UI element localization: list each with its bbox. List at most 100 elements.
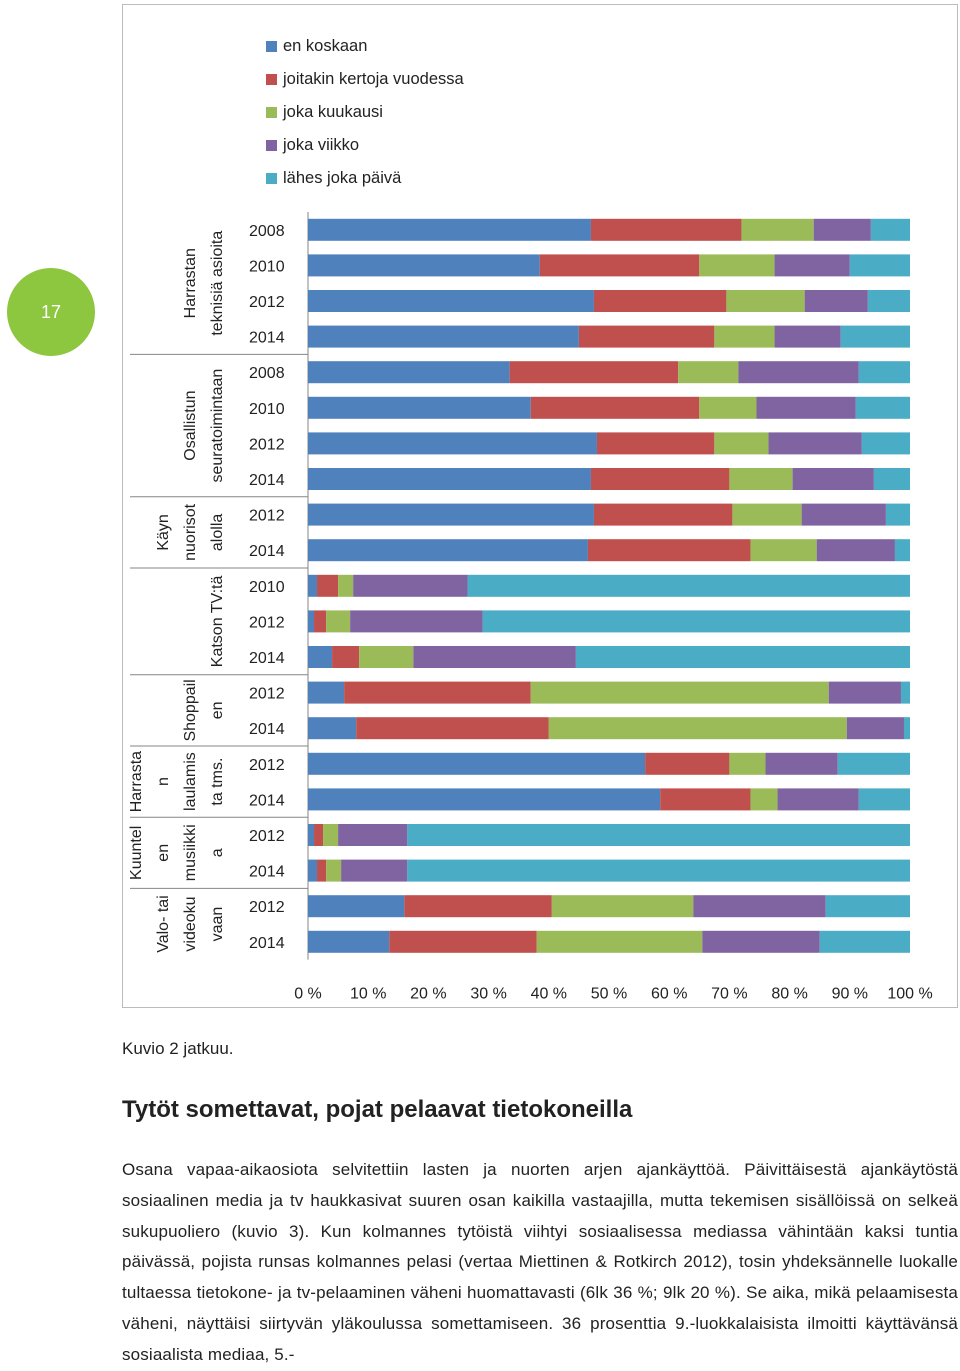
- bar-segment: [813, 218, 871, 241]
- bar-segment: [801, 503, 886, 526]
- bar-segment: [804, 290, 868, 312]
- year-tick-label: 2010: [249, 258, 285, 275]
- bar-segment: [867, 290, 910, 312]
- legend-swatch: [266, 41, 277, 52]
- bar-segment: [828, 681, 901, 704]
- page-number-badge: 17: [7, 268, 95, 356]
- bar-segment: [308, 930, 390, 953]
- bar-segment: [551, 895, 694, 918]
- bar-segment: [825, 895, 910, 918]
- bar-segment: [729, 752, 766, 775]
- body-paragraph: Osana vapaa-aikaosiota selvitettiin last…: [122, 1160, 958, 1364]
- figure-caption: Kuvio 2 jatkuu.: [122, 1039, 234, 1058]
- category-label: Valo- tai: [155, 895, 172, 953]
- bar-segment: [855, 396, 910, 419]
- bar-segment: [774, 325, 841, 348]
- bar-segment: [660, 788, 751, 811]
- bar-segment: [308, 361, 510, 384]
- category-label: Harrastan: [182, 248, 199, 318]
- category-label: musiikki: [182, 824, 199, 881]
- year-tick-label: 2014: [249, 721, 285, 738]
- year-tick-label: 2012: [249, 508, 285, 525]
- bar-segment: [590, 218, 742, 241]
- bar-segment: [699, 254, 775, 277]
- category-label: ta tms.: [209, 758, 226, 806]
- bar-segment: [359, 646, 414, 668]
- legend-label: joitakin kertoja vuodessa: [283, 70, 464, 88]
- bar-segment: [819, 930, 910, 953]
- bar-segment: [873, 468, 910, 490]
- year-tick-label: 2012: [249, 828, 285, 845]
- category-label: en: [155, 844, 172, 862]
- x-tick-label: 60 %: [651, 986, 687, 1003]
- x-tick-label: 0 %: [294, 986, 322, 1003]
- bar-segment: [699, 396, 757, 419]
- bar-segment: [308, 468, 591, 490]
- bar-segment: [732, 503, 802, 526]
- x-tick-label: 80 %: [771, 986, 807, 1003]
- category-label: n: [155, 777, 172, 786]
- bar-segment: [323, 824, 339, 846]
- bar-segment: [750, 539, 817, 562]
- bar-segment: [593, 290, 727, 312]
- bar-segment: [413, 646, 576, 668]
- bar-segment: [314, 610, 327, 633]
- x-tick-label: 20 %: [410, 986, 446, 1003]
- legend-label: lähes joka päivä: [283, 169, 402, 187]
- bar-segment: [593, 503, 733, 526]
- year-tick-label: 2012: [249, 294, 285, 311]
- bar-segment: [530, 396, 700, 419]
- bar-segment: [308, 895, 405, 918]
- bar-segment: [317, 859, 327, 882]
- category-label: Osallistun: [182, 390, 199, 460]
- x-tick-label: 50 %: [591, 986, 627, 1003]
- bar-segment: [900, 681, 910, 704]
- legend-label: joka viikko: [283, 136, 360, 154]
- legend-swatch: [266, 140, 277, 151]
- bar-segment: [693, 895, 826, 918]
- year-tick-label: 2014: [249, 650, 285, 667]
- bar-segment: [714, 432, 769, 455]
- bar-segment: [308, 325, 579, 348]
- bar-segment: [356, 717, 549, 740]
- bar-segment: [308, 396, 531, 419]
- bar-segment: [792, 468, 874, 490]
- bar-segment: [308, 717, 357, 740]
- x-tick-label: 10 %: [350, 986, 386, 1003]
- year-tick-label: 2014: [249, 864, 285, 881]
- bar-segment: [816, 539, 895, 562]
- bar-segment: [308, 503, 594, 526]
- legend-swatch: [266, 107, 277, 118]
- bar-segment: [590, 468, 730, 490]
- chart-legend: en koskaan joitakin kertoja vuodessa jok…: [266, 30, 464, 195]
- bar-segment: [404, 895, 552, 918]
- year-tick-label: 2008: [249, 223, 285, 240]
- bar-segment: [702, 930, 820, 953]
- bar-segment: [308, 681, 345, 704]
- bar-segment: [338, 574, 354, 597]
- year-tick-label: 2014: [249, 543, 285, 560]
- category-label: alolla: [209, 514, 226, 551]
- bar-segment: [482, 610, 910, 633]
- page-number: 17: [40, 301, 62, 322]
- bar-segment: [308, 752, 646, 775]
- bar-segment: [596, 432, 715, 455]
- year-tick-label: 2012: [249, 614, 285, 631]
- category-label: laulamis: [182, 752, 199, 811]
- category-label: Kuuntel: [128, 826, 145, 880]
- bar-segment: [308, 574, 318, 597]
- bar-segment: [858, 788, 910, 811]
- bar-segment: [308, 290, 594, 312]
- x-tick-label: 40 %: [531, 986, 567, 1003]
- bar-segment: [536, 930, 703, 953]
- year-tick-label: 2012: [249, 757, 285, 774]
- legend-item: en koskaan: [266, 30, 464, 63]
- bar-segment: [353, 574, 468, 597]
- bar-segment: [575, 646, 910, 668]
- category-label: a: [209, 848, 226, 857]
- bar-segment: [678, 361, 739, 384]
- bar-segment: [344, 681, 531, 704]
- bar-segment: [714, 325, 775, 348]
- bar-segment: [407, 859, 910, 882]
- bar-segment: [765, 752, 838, 775]
